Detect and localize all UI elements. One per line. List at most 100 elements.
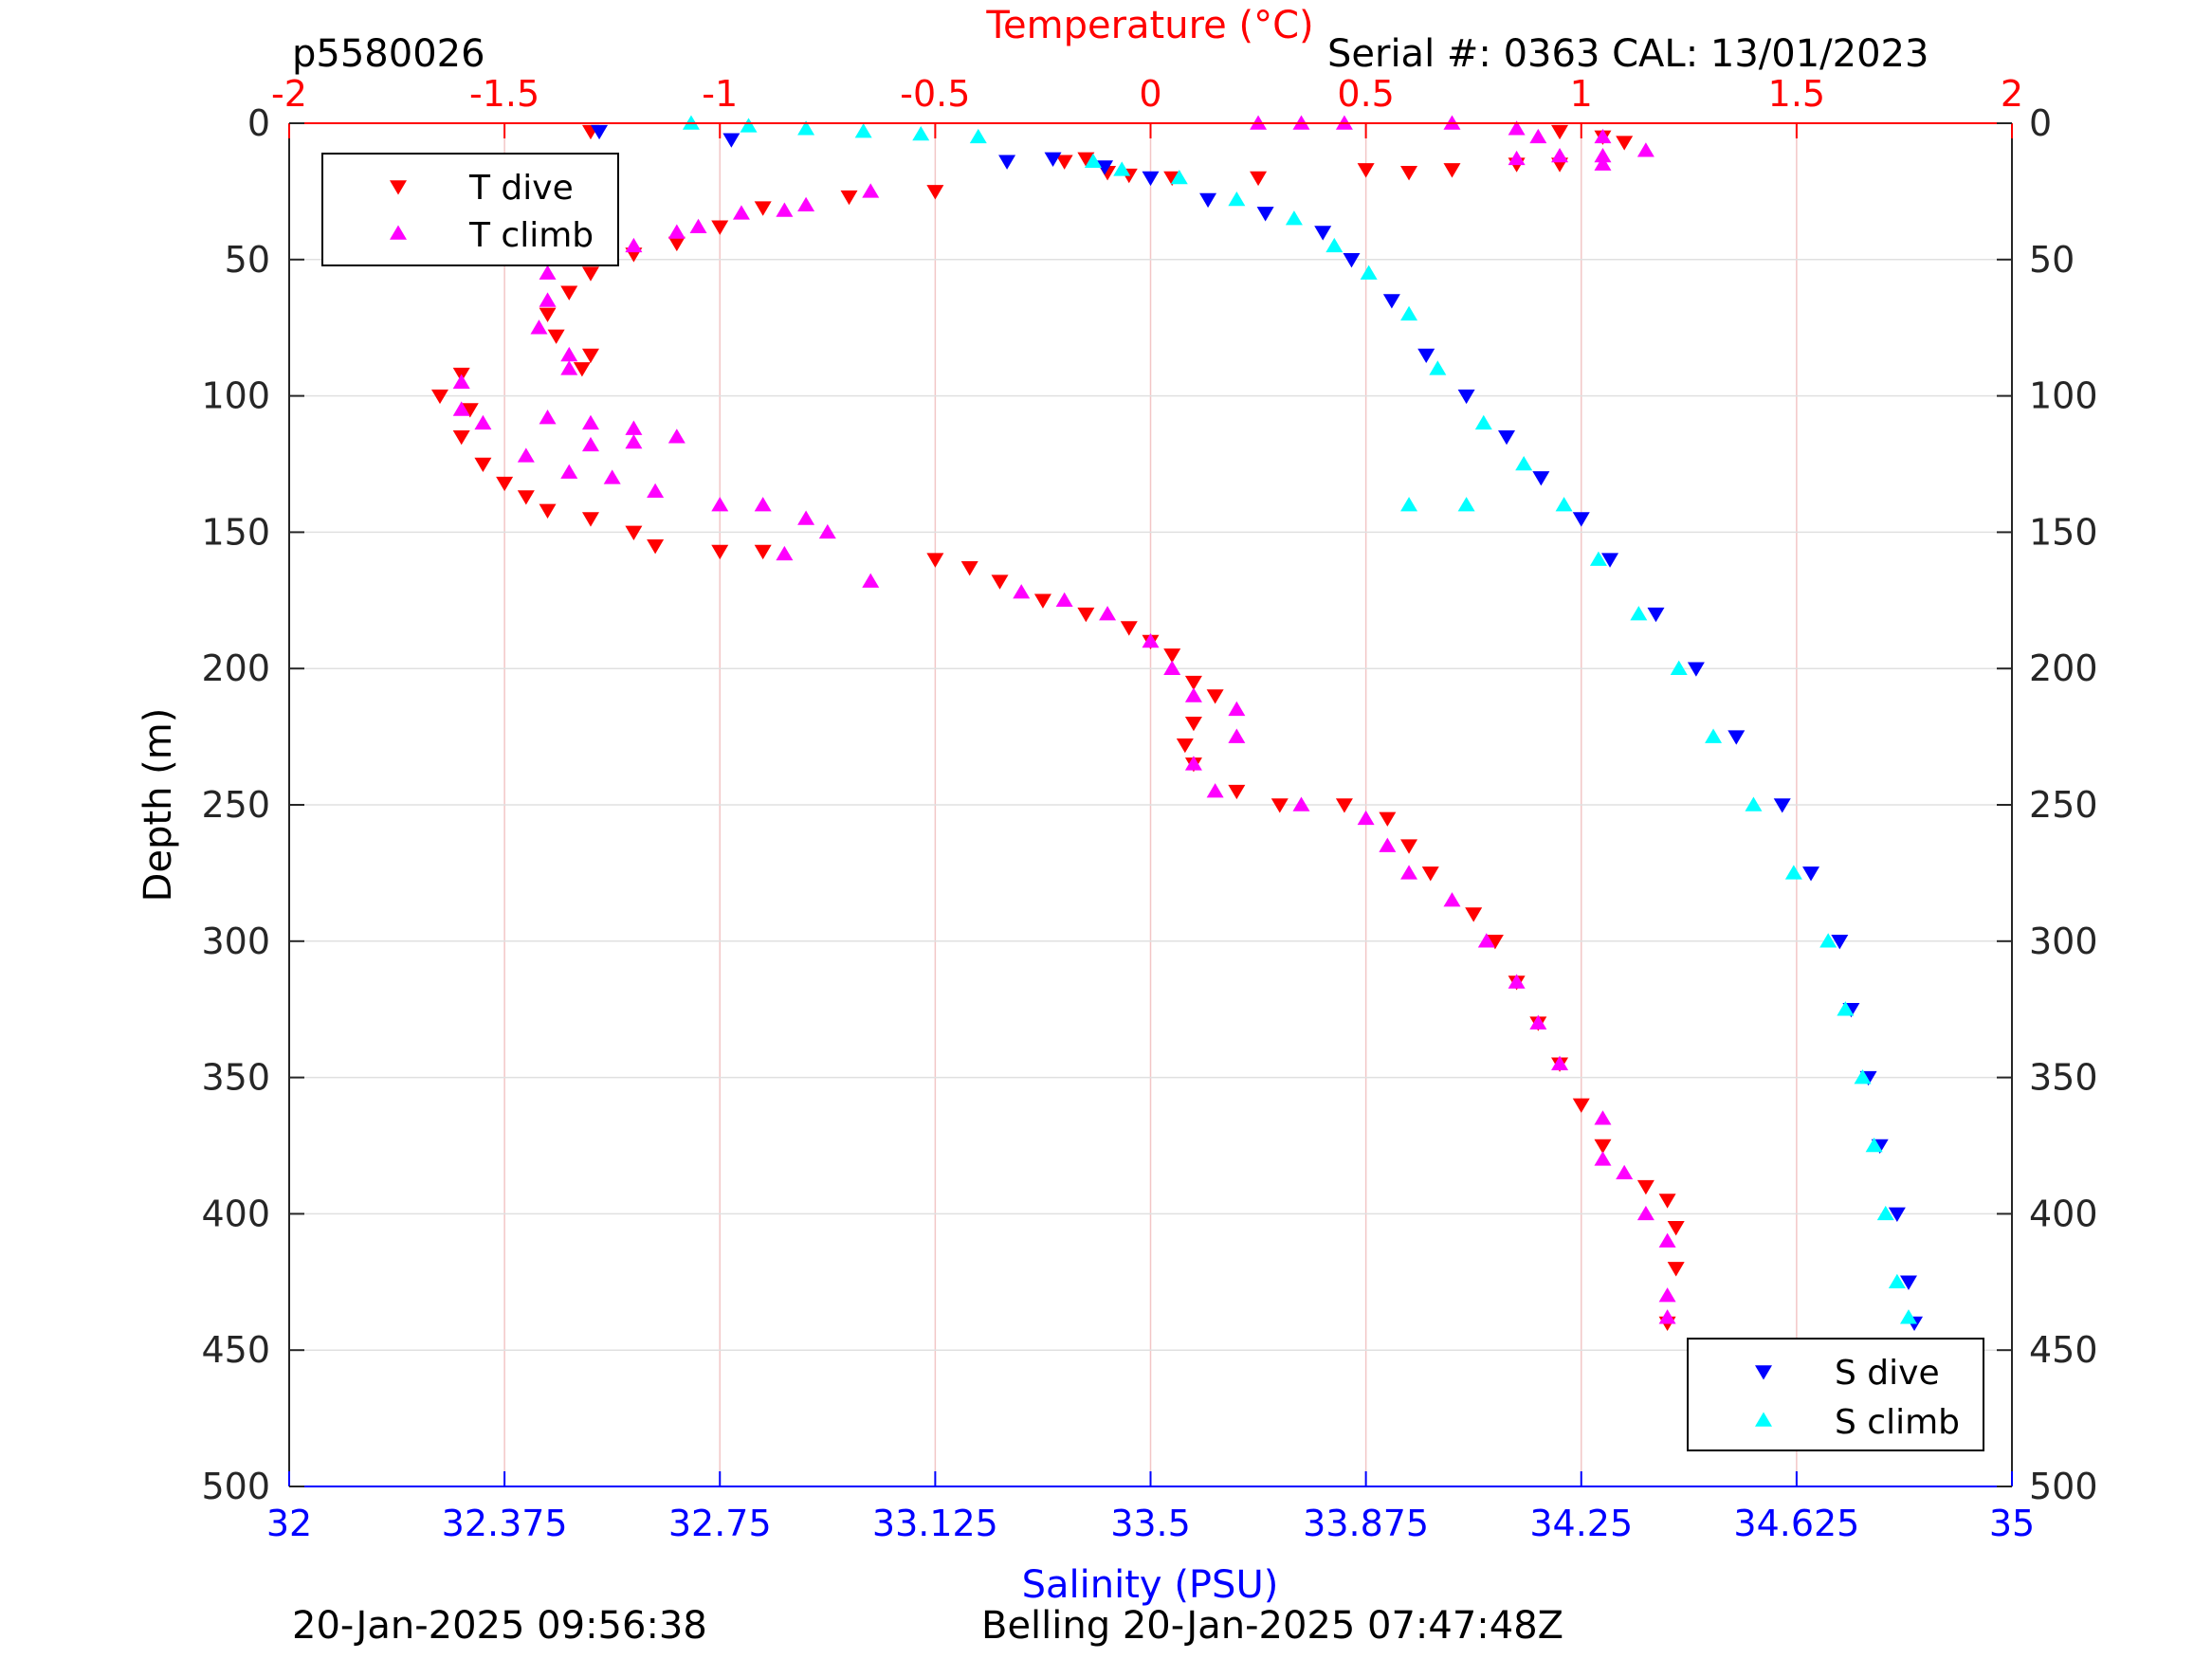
s-climb-point bbox=[797, 120, 815, 136]
t-climb-point bbox=[732, 205, 750, 220]
t-climb-point bbox=[1636, 142, 1654, 157]
depth-tick-label-left: 50 bbox=[225, 239, 270, 281]
depth-tick-label-left: 100 bbox=[201, 375, 270, 417]
s-dive-point bbox=[998, 155, 1016, 170]
t-climb-point bbox=[1658, 1287, 1676, 1303]
t-dive-point bbox=[960, 561, 978, 576]
t-climb-point bbox=[603, 469, 621, 484]
t-climb-point bbox=[1443, 892, 1461, 907]
t-climb-point bbox=[797, 196, 815, 212]
legend-marker-s-dive bbox=[1755, 1365, 1772, 1380]
salinity-tick-label: 32.375 bbox=[442, 1503, 568, 1544]
s-climb-point bbox=[1784, 865, 1802, 880]
s-climb-point bbox=[1555, 497, 1573, 512]
t-climb-point bbox=[1508, 150, 1526, 166]
depth-tick-label-right: 400 bbox=[2029, 1193, 2098, 1234]
t-dive-point bbox=[1667, 1221, 1685, 1236]
s-dive-point bbox=[1142, 171, 1160, 187]
t-climb-point bbox=[581, 414, 599, 430]
t-dive-point bbox=[1335, 798, 1353, 813]
legend-t-climb-label: T climb bbox=[468, 216, 594, 255]
t-climb-point bbox=[1551, 1055, 1569, 1070]
t-dive-point bbox=[452, 429, 470, 446]
t-dive-point bbox=[1033, 593, 1051, 609]
s-climb-point bbox=[1819, 933, 1837, 948]
t-climb-point bbox=[560, 464, 578, 479]
t-climb-point bbox=[539, 292, 557, 307]
series-layer bbox=[430, 115, 1924, 1331]
t-dive-point bbox=[1421, 866, 1439, 882]
legend-s-climb-label: S climb bbox=[1835, 1403, 1960, 1442]
t-climb-point bbox=[1477, 933, 1495, 948]
temperature-tick-label: -0.5 bbox=[900, 73, 970, 115]
t-climb-point bbox=[1594, 147, 1612, 163]
t-dive-point bbox=[560, 285, 578, 301]
t-dive-point bbox=[1228, 784, 1246, 800]
legend-marker-t-climb bbox=[390, 225, 407, 240]
t-climb-point bbox=[862, 573, 880, 588]
depth-tick-label-right: 200 bbox=[2029, 647, 2098, 689]
s-dive-point bbox=[1728, 730, 1746, 745]
legend-marker-t-dive bbox=[390, 180, 407, 195]
t-dive-point bbox=[1486, 935, 1504, 950]
salinity-tick-label: 34.25 bbox=[1529, 1503, 1633, 1544]
t-dive-point bbox=[1184, 675, 1202, 691]
s-dive-point bbox=[1314, 226, 1332, 241]
t-dive-point bbox=[667, 236, 686, 252]
t-climb-point bbox=[1228, 728, 1246, 743]
t-dive-point bbox=[1176, 738, 1194, 754]
s-dive-point bbox=[1417, 348, 1435, 364]
t-climb-point bbox=[1551, 147, 1569, 163]
t-climb-point bbox=[1228, 701, 1246, 717]
s-dive-point bbox=[1899, 1275, 1917, 1290]
s-climb-point bbox=[1515, 455, 1533, 471]
t-climb-point bbox=[625, 237, 643, 253]
t-climb-point bbox=[1508, 120, 1526, 136]
t-climb-point bbox=[1184, 687, 1202, 702]
salinity-tick-label: 35 bbox=[1989, 1503, 2035, 1544]
t-climb-point bbox=[1529, 1014, 1547, 1030]
s-climb-point bbox=[1854, 1069, 1872, 1085]
depth-tick-label-left: 300 bbox=[201, 921, 270, 962]
s-dive-point bbox=[1457, 389, 1475, 405]
t-dive-point bbox=[1551, 124, 1569, 140]
s-climb-point bbox=[912, 125, 930, 141]
s-climb-point bbox=[1670, 660, 1688, 675]
s-climb-point bbox=[1325, 237, 1344, 253]
t-dive-point bbox=[1271, 798, 1289, 813]
t-dive-point bbox=[1400, 839, 1418, 854]
legend-salinity: S dive S climb bbox=[1687, 1338, 1984, 1451]
depth-tick-label-right: 50 bbox=[2029, 239, 2075, 281]
legend-temperature: T dive T climb bbox=[321, 153, 619, 266]
depth-axis-label: Depth (m) bbox=[137, 708, 180, 902]
t-dive-point bbox=[1636, 1179, 1654, 1195]
salinity-tick-label: 33.125 bbox=[872, 1503, 998, 1544]
t-dive-point bbox=[573, 362, 591, 377]
temperature-tick-label: 0 bbox=[1139, 73, 1161, 115]
t-climb-point bbox=[625, 433, 643, 449]
salinity-tick-label: 33.875 bbox=[1303, 1503, 1429, 1544]
t-climb-point bbox=[530, 319, 548, 335]
depth-tick-label-right: 250 bbox=[2029, 784, 2098, 826]
s-dive-point bbox=[1096, 160, 1114, 175]
t-dive-point bbox=[1443, 163, 1461, 178]
t-climb-point bbox=[754, 497, 772, 512]
s-dive-point bbox=[1199, 192, 1217, 209]
t-dive-point bbox=[625, 525, 643, 540]
legend-s-dive-label: S dive bbox=[1835, 1354, 1940, 1393]
s-climb-point bbox=[1084, 153, 1102, 169]
t-dive-point bbox=[496, 476, 514, 492]
depth-tick-label-right: 500 bbox=[2029, 1466, 2098, 1507]
t-climb-point bbox=[1142, 632, 1160, 648]
t-climb-point bbox=[689, 218, 707, 234]
s-climb-point bbox=[1876, 1205, 1894, 1221]
temperature-tick-label: -1.5 bbox=[469, 73, 539, 115]
s-climb-point bbox=[854, 123, 872, 138]
s-climb-point bbox=[1474, 414, 1492, 430]
series-t-climb bbox=[452, 115, 1676, 1324]
t-dive-point bbox=[647, 539, 665, 555]
t-dive-point bbox=[1077, 607, 1095, 623]
t-climb-point bbox=[1184, 756, 1202, 771]
salinity-tick-label: 32 bbox=[266, 1503, 312, 1544]
t-climb-point bbox=[1529, 128, 1547, 144]
